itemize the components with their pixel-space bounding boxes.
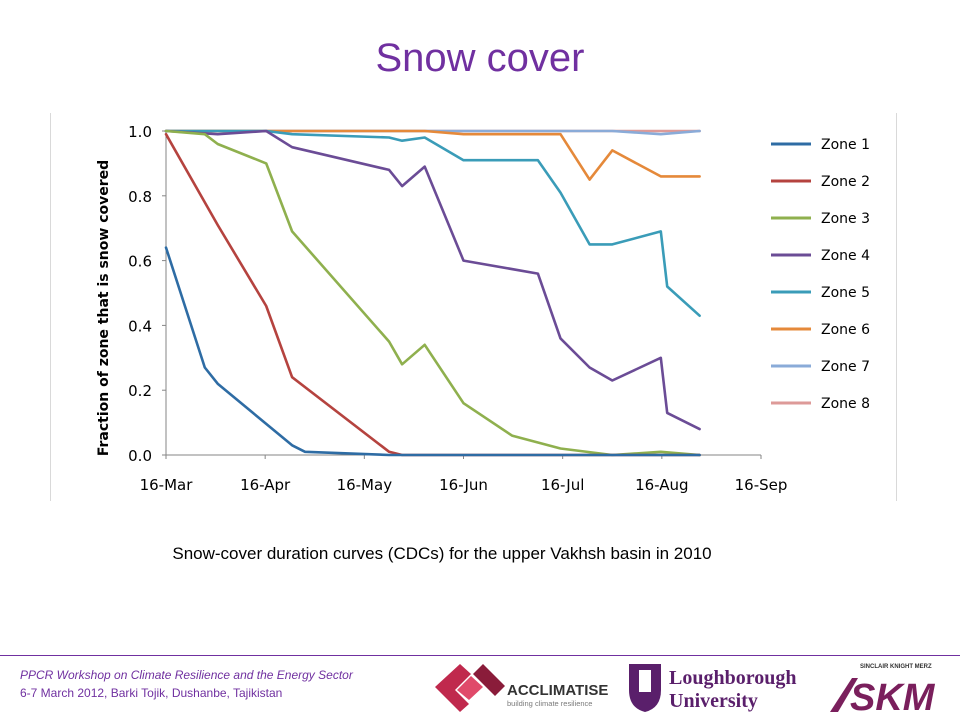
skm-top-text: SINCLAIR KNIGHT MERZ bbox=[860, 664, 932, 670]
footer-divider bbox=[0, 655, 960, 656]
page-title: Snow cover bbox=[375, 36, 585, 80]
legend-label: Zone 1 bbox=[821, 137, 870, 153]
snow-cover-chart: 0.0 0.2 0.4 0.6 0.8 1.0 16-Mar 16-Apr 16-May 16-J… bbox=[96, 123, 870, 494]
y-tick-label: 0.0 bbox=[128, 447, 152, 465]
loughborough-line2: University bbox=[669, 690, 758, 712]
legend-label: Zone 5 bbox=[821, 285, 870, 301]
y-axis-label: Fraction of zone that is snow covered bbox=[96, 160, 112, 456]
x-tick-label: 16-Jul bbox=[541, 476, 584, 494]
x-tick-label: 16-Apr bbox=[240, 476, 291, 494]
legend-label: Zone 4 bbox=[821, 248, 870, 264]
acclimatise-logo: ACCLIMATISE building climate resilience bbox=[435, 664, 608, 712]
acclimatise-name: ACCLIMATISE bbox=[507, 682, 608, 699]
legend-label: Zone 3 bbox=[821, 211, 870, 227]
skm-name: SKM bbox=[850, 677, 936, 715]
y-tick-label: 0.8 bbox=[128, 188, 152, 206]
legend-label: Zone 7 bbox=[821, 359, 870, 375]
chart-frame: 0.0 0.2 0.4 0.6 0.8 1.0 16-Mar 16-Apr 16-May 16-J… bbox=[50, 113, 897, 501]
x-tick-label: 16-May bbox=[337, 476, 393, 494]
axes-layer: 0.0 0.2 0.4 0.6 0.8 1.0 16-Mar 16-Apr 16-May 16-J… bbox=[128, 123, 787, 494]
lines-layer bbox=[164, 129, 701, 457]
x-tick-label: 16-Jun bbox=[439, 476, 488, 494]
series-line-zone-6 bbox=[164, 129, 701, 181]
loughborough-logo: Loughborough University bbox=[629, 664, 796, 712]
skm-swoosh-icon bbox=[830, 678, 858, 712]
y-tick-label: 1.0 bbox=[128, 123, 152, 141]
series-line-zone-4 bbox=[164, 129, 701, 431]
acclimatise-mark-icon bbox=[435, 664, 471, 712]
y-tick-label: 0.4 bbox=[128, 317, 152, 335]
legend-label: Zone 8 bbox=[821, 396, 870, 412]
series-line-zone-1 bbox=[164, 246, 701, 457]
x-tick-label: 16-Mar bbox=[140, 476, 194, 494]
footer-event-details: 6-7 March 2012, Barki Tojik, Dushanbe, T… bbox=[20, 686, 283, 700]
loughborough-line1: Loughborough bbox=[669, 667, 796, 689]
y-tick-label: 0.2 bbox=[128, 382, 152, 400]
y-tick-label: 0.6 bbox=[128, 253, 152, 271]
acclimatise-tagline: building climate resilience bbox=[507, 699, 592, 708]
chart-caption: Snow-cover duration curves (CDCs) for th… bbox=[172, 544, 712, 563]
skm-logo: SINCLAIR KNIGHT MERZ SKM bbox=[830, 664, 936, 715]
chart-legend: Zone 1 Zone 2 Zone 3 Zone 4 Zone 5 Zone 6 Zone… bbox=[771, 137, 870, 412]
series-line-zone-5 bbox=[164, 129, 701, 317]
x-tick-label: 16-Aug bbox=[635, 476, 688, 494]
legend-label: Zone 6 bbox=[821, 322, 870, 338]
footer-event-title: PPCR Workshop on Climate Resilience and … bbox=[20, 668, 353, 682]
x-tick-label: 16-Sep bbox=[735, 476, 788, 494]
legend-label: Zone 2 bbox=[821, 174, 870, 190]
